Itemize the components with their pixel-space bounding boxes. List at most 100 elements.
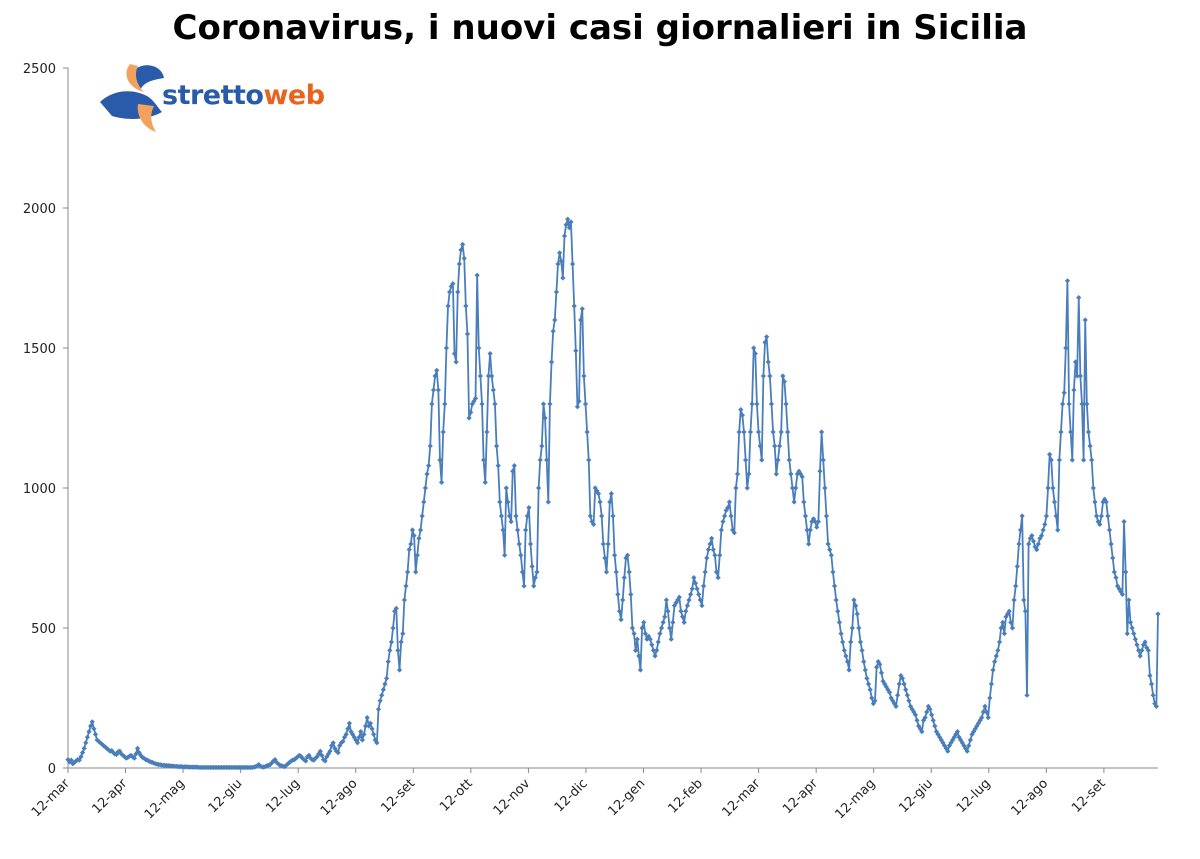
data-point: [600, 541, 606, 547]
data-point: [717, 552, 723, 558]
data-point: [734, 471, 741, 477]
data-point: [595, 491, 602, 497]
data-point: [555, 261, 561, 267]
data-point: [893, 703, 899, 709]
data-point: [702, 569, 708, 575]
data-point: [883, 684, 889, 690]
data-point: [654, 647, 660, 653]
data-point: [953, 731, 959, 737]
data-point: [529, 563, 535, 569]
data-point: [864, 675, 870, 681]
data-point: [830, 569, 836, 575]
data-point: [1069, 457, 1075, 463]
x-tick-label: 12-apr: [780, 776, 821, 817]
data-point: [822, 485, 828, 491]
data-point: [364, 715, 370, 721]
data-point: [624, 552, 631, 558]
data-point: [1089, 457, 1095, 463]
data-point: [993, 653, 999, 659]
data-point: [912, 712, 919, 718]
data-point: [938, 737, 944, 743]
data-point: [807, 527, 813, 533]
data-point: [723, 507, 729, 513]
data-point: [895, 692, 901, 698]
data-point: [689, 586, 695, 592]
data-point: [979, 715, 985, 721]
data-point: [521, 583, 527, 589]
data-point: [710, 547, 716, 553]
data-point: [1013, 583, 1019, 589]
x-tick-label: 12-giu: [206, 776, 246, 816]
data-point: [775, 457, 781, 463]
data-point: [1148, 681, 1155, 687]
data-point: [721, 513, 728, 519]
data-point: [484, 429, 490, 435]
data-point: [502, 552, 508, 558]
data-point: [424, 471, 430, 477]
data-point: [941, 743, 948, 749]
data-point: [783, 401, 789, 407]
data-point: [495, 463, 501, 469]
data-point: [403, 583, 409, 589]
data-point: [770, 429, 776, 435]
data-point: [924, 709, 930, 715]
y-axis: 0 500 1000 1500 2000 2500: [23, 62, 69, 777]
data-point: [919, 729, 925, 735]
data-point: [286, 759, 293, 765]
data-point: [1008, 619, 1014, 625]
data-point: [537, 457, 543, 463]
data-point: [443, 345, 450, 351]
data-point: [1061, 390, 1067, 396]
x-tick-label: 12-dic: [552, 776, 591, 815]
data-point: [636, 653, 642, 659]
data-point: [743, 457, 749, 463]
data-point: [417, 527, 424, 533]
data-point: [940, 740, 946, 746]
data-point: [998, 625, 1004, 631]
data-point: [395, 647, 401, 653]
data-point: [814, 524, 820, 530]
data-point: [1040, 527, 1046, 533]
data-point: [451, 351, 458, 357]
data-point: [662, 614, 668, 620]
data-point: [880, 678, 886, 684]
data-point: [375, 706, 382, 712]
data-point: [833, 597, 839, 603]
data-point: [388, 639, 395, 645]
data-point: [476, 345, 482, 351]
data-point: [100, 743, 107, 749]
data-point: [269, 760, 275, 766]
data-point: [134, 745, 141, 751]
data-point: [773, 471, 779, 477]
data-point: [1045, 485, 1051, 491]
data-point: [366, 723, 372, 729]
data-point: [413, 569, 419, 575]
data-point: [1026, 541, 1032, 547]
data-point: [1087, 443, 1093, 449]
data-point: [849, 625, 855, 631]
data-point: [806, 541, 812, 547]
data-point: [828, 552, 834, 558]
data-point: [1093, 513, 1100, 519]
data-point: [122, 754, 128, 760]
data-point: [629, 625, 636, 631]
data-point: [385, 659, 391, 665]
data-point: [557, 250, 563, 256]
data-point: [99, 741, 105, 747]
data-point: [569, 261, 576, 267]
data-point: [1063, 345, 1069, 351]
data-point: [935, 731, 941, 737]
y-tick-label: 2500: [23, 62, 56, 77]
data-point: [725, 505, 731, 511]
data-point: [804, 527, 810, 533]
data-point: [92, 731, 99, 737]
data-point: [594, 488, 600, 494]
data-point: [553, 289, 559, 295]
data-point: [980, 709, 986, 715]
data-point: [576, 398, 582, 404]
data-point: [896, 681, 902, 687]
data-point: [458, 247, 464, 253]
data-point: [1129, 625, 1135, 631]
data-point: [1014, 563, 1020, 569]
data-point: [1053, 513, 1059, 519]
